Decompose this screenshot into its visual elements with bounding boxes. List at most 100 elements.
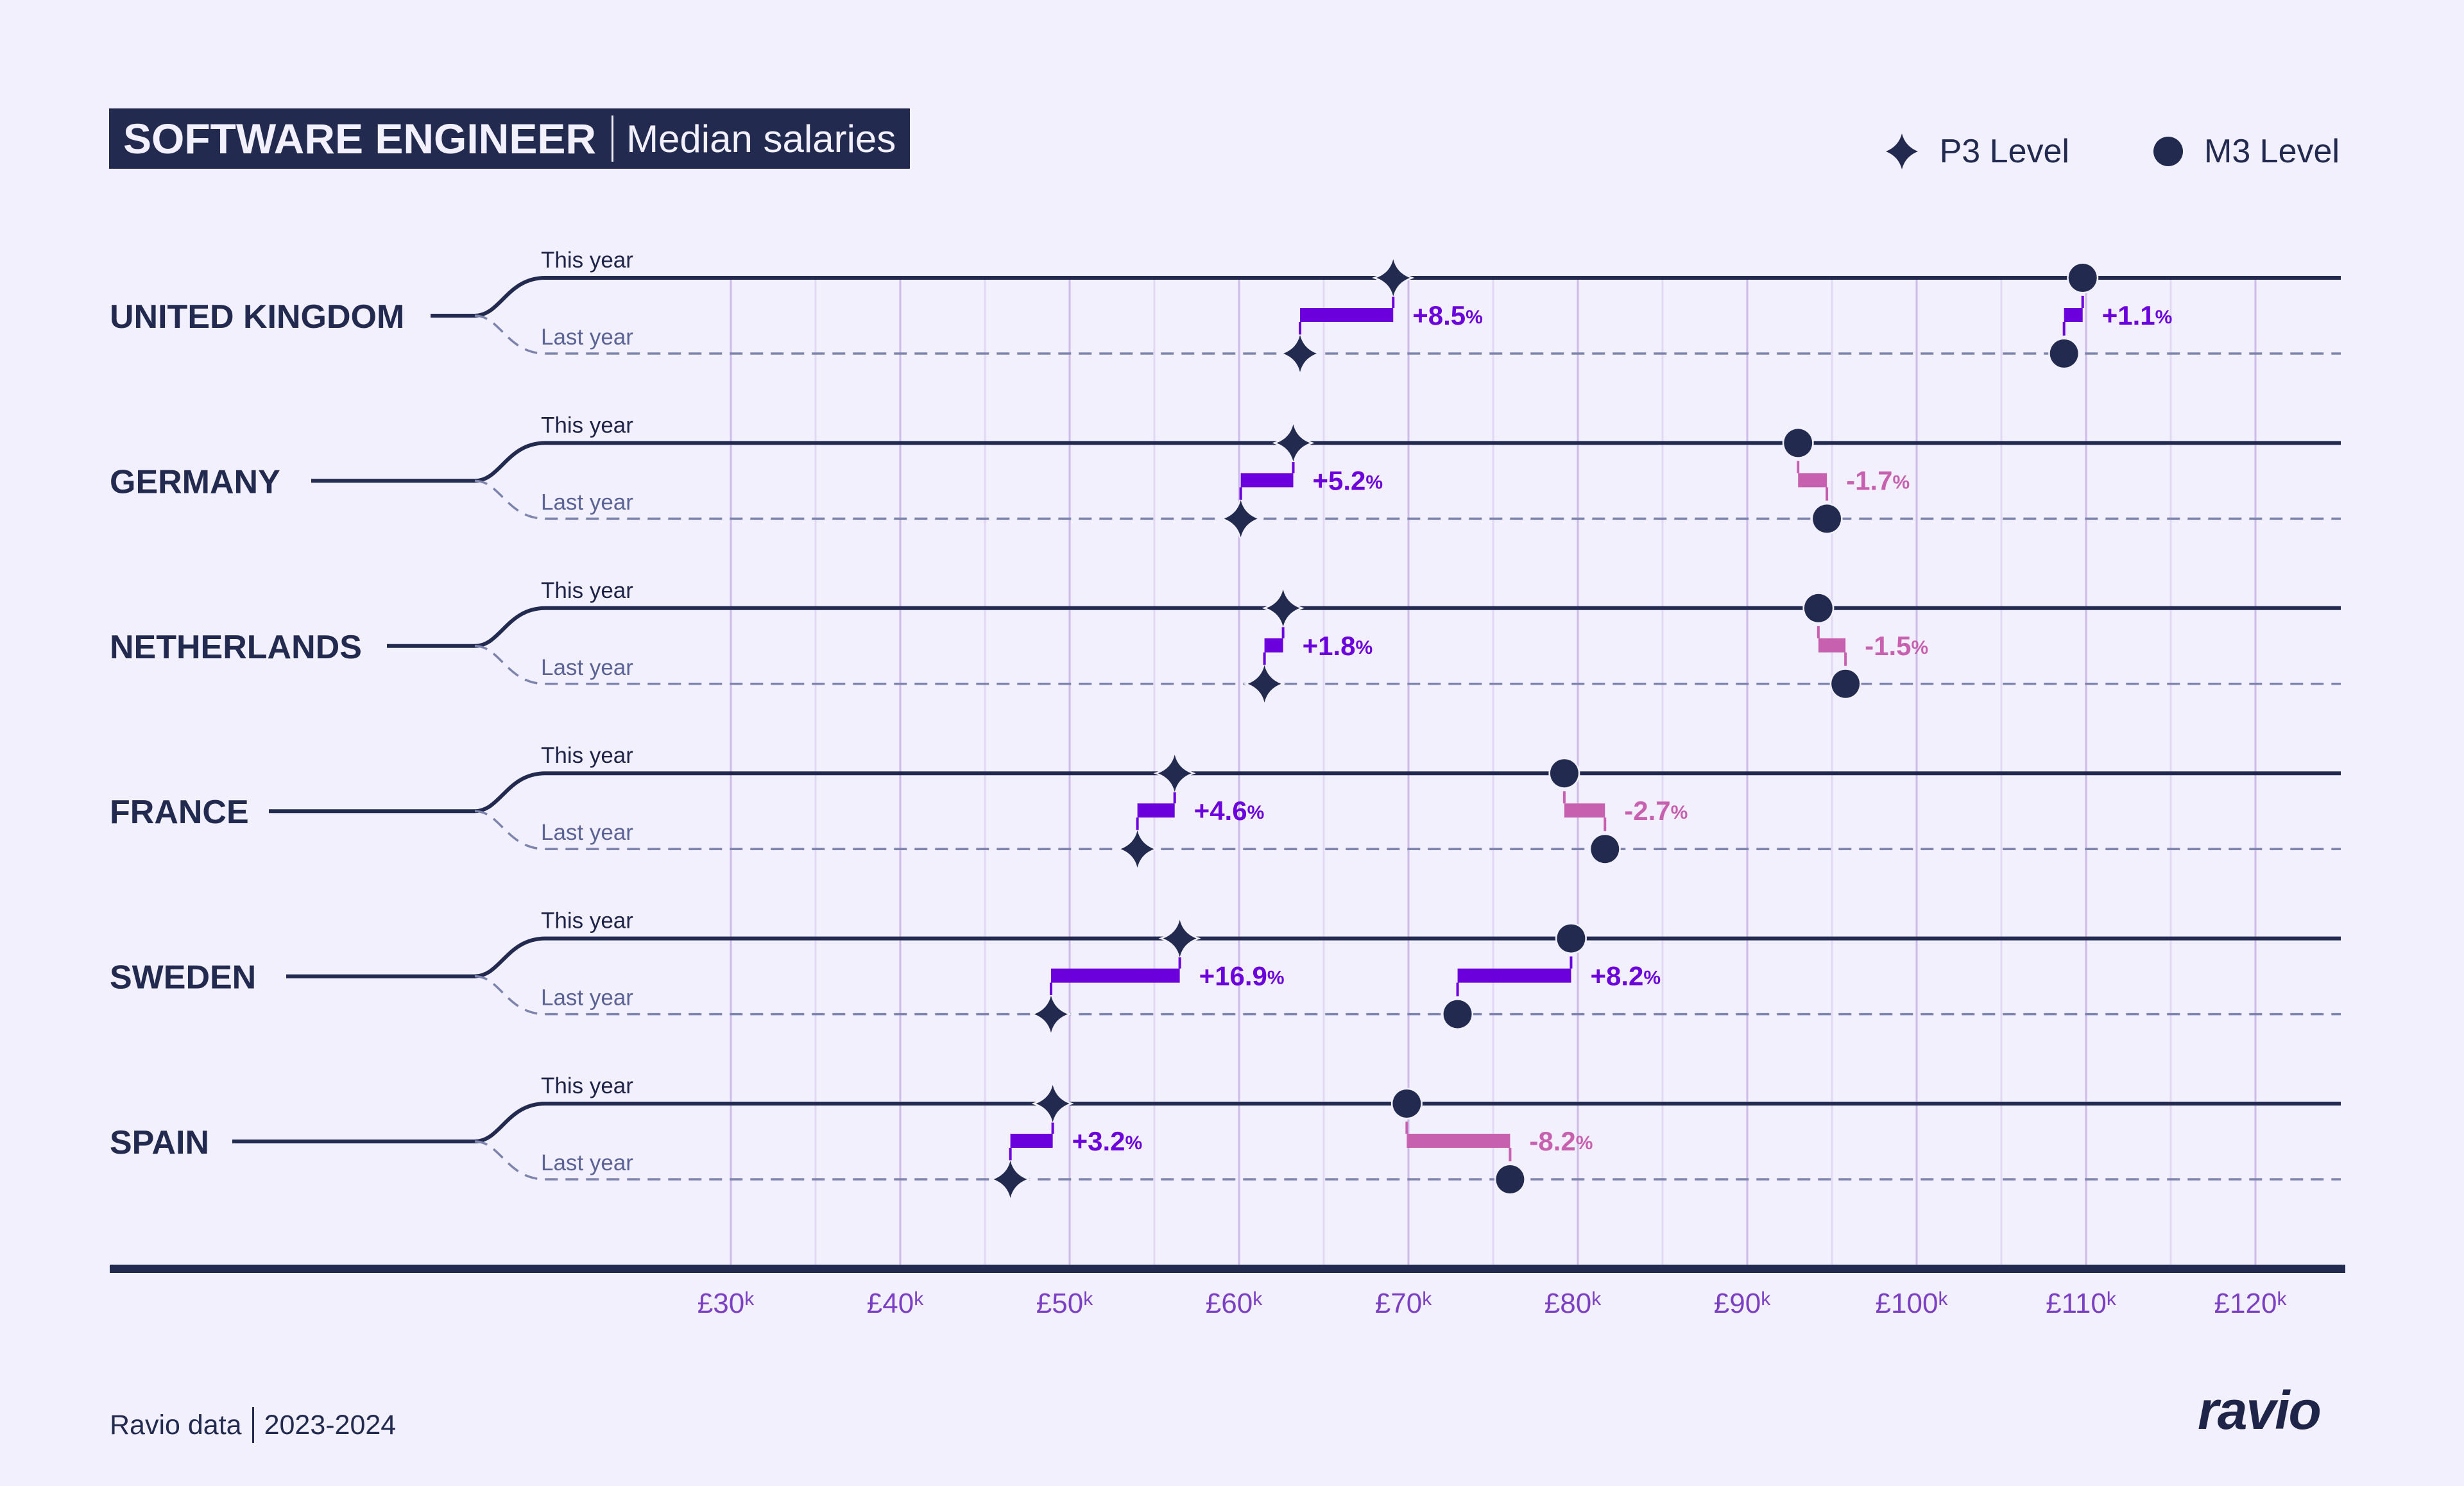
m3-change-label: +8.2% bbox=[1590, 961, 1661, 991]
country-row: UNITED KINGDOM This year Last year +8.5% +1.… bbox=[110, 248, 2341, 373]
last-year-label: Last year bbox=[541, 820, 633, 845]
last-year-line bbox=[474, 1140, 2341, 1181]
last-year-label: Last year bbox=[541, 490, 633, 515]
x-tick-label: £40k bbox=[867, 1288, 924, 1319]
x-tick-label: £90k bbox=[1714, 1288, 1771, 1319]
this-year-line bbox=[474, 936, 2341, 978]
x-axis-line bbox=[110, 1265, 2345, 1273]
diamond-icon bbox=[1029, 995, 1072, 1034]
p3-change-bar bbox=[1240, 473, 1294, 488]
p3-change-bar bbox=[1137, 803, 1175, 818]
ravio-logo: ravio bbox=[2198, 1380, 2322, 1440]
m3-change-label: -8.2% bbox=[1529, 1126, 1593, 1156]
diamond-icon bbox=[1262, 589, 1305, 628]
country-row: GERMANY This year Last year +5.2% -1.7% bbox=[110, 413, 2341, 538]
legend: P3 Level M3 Level bbox=[1885, 132, 2340, 171]
diamond-icon bbox=[1158, 919, 1201, 958]
last-year-line bbox=[474, 479, 2341, 520]
diamond-icon bbox=[989, 1160, 1032, 1199]
chart-title-banner: SOFTWARE ENGINEER Median salaries bbox=[109, 108, 911, 169]
p3-change-bar bbox=[1300, 308, 1394, 322]
chart-subtitle: Median salaries bbox=[626, 117, 896, 160]
footer-source-label: Ravio data bbox=[110, 1409, 242, 1440]
diamond-icon bbox=[1153, 754, 1196, 792]
chart-title: SOFTWARE ENGINEER bbox=[123, 115, 597, 162]
diamond-icon bbox=[1279, 334, 1322, 373]
p3-change-label: +16.9% bbox=[1199, 961, 1285, 991]
legend-item-p3: P3 Level bbox=[1885, 132, 2069, 171]
country-label: UNITED KINGDOM bbox=[110, 298, 404, 336]
country-label: NETHERLANDS bbox=[110, 629, 362, 666]
country-row: SPAIN This year Last year +3.2% -8.2% bbox=[110, 1073, 2341, 1199]
m3-change-label: -1.5% bbox=[1865, 631, 1928, 661]
p3-change-label: +8.5% bbox=[1412, 300, 1483, 330]
last-year-line bbox=[474, 810, 2341, 850]
circle-icon bbox=[1442, 998, 1474, 1030]
circle-icon bbox=[2067, 262, 2099, 294]
circle-icon bbox=[1555, 923, 1587, 955]
chart-rows: UNITED KINGDOM This year Last year +8.5% +1.… bbox=[110, 248, 2341, 1199]
m3-change-bar bbox=[1564, 803, 1605, 818]
p3-change-label: +3.2% bbox=[1072, 1126, 1143, 1156]
country-row: FRANCE This year Last year +4.6% -2.7% bbox=[110, 743, 2341, 868]
p3-change-label: +4.6% bbox=[1194, 796, 1265, 826]
this-year-line bbox=[474, 771, 2341, 814]
circle-icon bbox=[1782, 427, 1814, 459]
footer-divider bbox=[252, 1407, 254, 1443]
footer-source: Ravio data 2023-2024 bbox=[110, 1407, 396, 1443]
x-tick-label: £100k bbox=[1876, 1288, 1949, 1319]
legend-item-m3: M3 Level bbox=[2153, 132, 2340, 171]
this-year-label: This year bbox=[541, 248, 633, 273]
country-label: GERMANY bbox=[110, 463, 280, 500]
country-label: FRANCE bbox=[110, 794, 249, 831]
circle-icon bbox=[2048, 337, 2080, 370]
diamond-icon bbox=[1219, 499, 1262, 538]
diamond-icon bbox=[1243, 665, 1286, 703]
last-year-label: Last year bbox=[541, 986, 633, 1011]
gridlines bbox=[730, 278, 2257, 1265]
p3-change-label: +1.8% bbox=[1303, 631, 1373, 661]
x-tick-label: £80k bbox=[1544, 1288, 1602, 1319]
circle-icon bbox=[1829, 668, 1861, 700]
circle-icon bbox=[1390, 1088, 1423, 1120]
this-year-line bbox=[474, 606, 2341, 648]
x-tick-label: £120k bbox=[2214, 1288, 2288, 1319]
circle-icon bbox=[2153, 137, 2183, 166]
title-divider bbox=[612, 115, 614, 162]
footer-period: 2023-2024 bbox=[264, 1409, 397, 1440]
x-axis-ticks: £30k £40k £50k £60k £70k £80k £90k £100k £110k £1… bbox=[697, 1288, 2288, 1319]
this-year-line bbox=[474, 1102, 2341, 1143]
x-tick-label: £30k bbox=[697, 1288, 755, 1319]
last-year-label: Last year bbox=[541, 655, 633, 680]
circle-icon bbox=[1811, 502, 1843, 534]
this-year-label: This year bbox=[541, 413, 633, 438]
circle-icon bbox=[1494, 1163, 1526, 1195]
diamond-icon bbox=[1372, 259, 1415, 297]
this-year-label: This year bbox=[541, 743, 633, 768]
country-label: SPAIN bbox=[110, 1124, 209, 1161]
m3-change-bar bbox=[1798, 473, 1827, 488]
m3-change-label: -1.7% bbox=[1846, 465, 1910, 495]
p3-change-label: +5.2% bbox=[1312, 465, 1383, 495]
circle-icon bbox=[1589, 833, 1621, 865]
legend-label-p3: P3 Level bbox=[1939, 133, 2069, 170]
this-year-line bbox=[474, 441, 2341, 483]
m3-change-label: +1.1% bbox=[2102, 300, 2173, 330]
diamond-icon bbox=[1885, 133, 1918, 169]
this-year-label: This year bbox=[541, 578, 633, 603]
circle-icon bbox=[1802, 592, 1835, 624]
m3-change-bar bbox=[1407, 1134, 1510, 1148]
x-tick-label: £60k bbox=[1206, 1288, 1263, 1319]
this-year-label: This year bbox=[541, 1073, 633, 1098]
diamond-icon bbox=[1031, 1084, 1074, 1123]
last-year-line bbox=[474, 645, 2341, 685]
last-year-label: Last year bbox=[541, 1150, 633, 1175]
m3-change-bar bbox=[1818, 638, 1846, 653]
this-year-line bbox=[474, 276, 2341, 318]
p3-change-bar bbox=[1010, 1134, 1053, 1148]
this-year-label: This year bbox=[541, 909, 633, 934]
country-row: NETHERLANDS This year Last year +1.8% -1.5% bbox=[110, 578, 2341, 703]
legend-label-m3: M3 Level bbox=[2204, 133, 2340, 170]
m3-change-label: -2.7% bbox=[1624, 796, 1688, 826]
country-label: SWEDEN bbox=[110, 959, 256, 996]
